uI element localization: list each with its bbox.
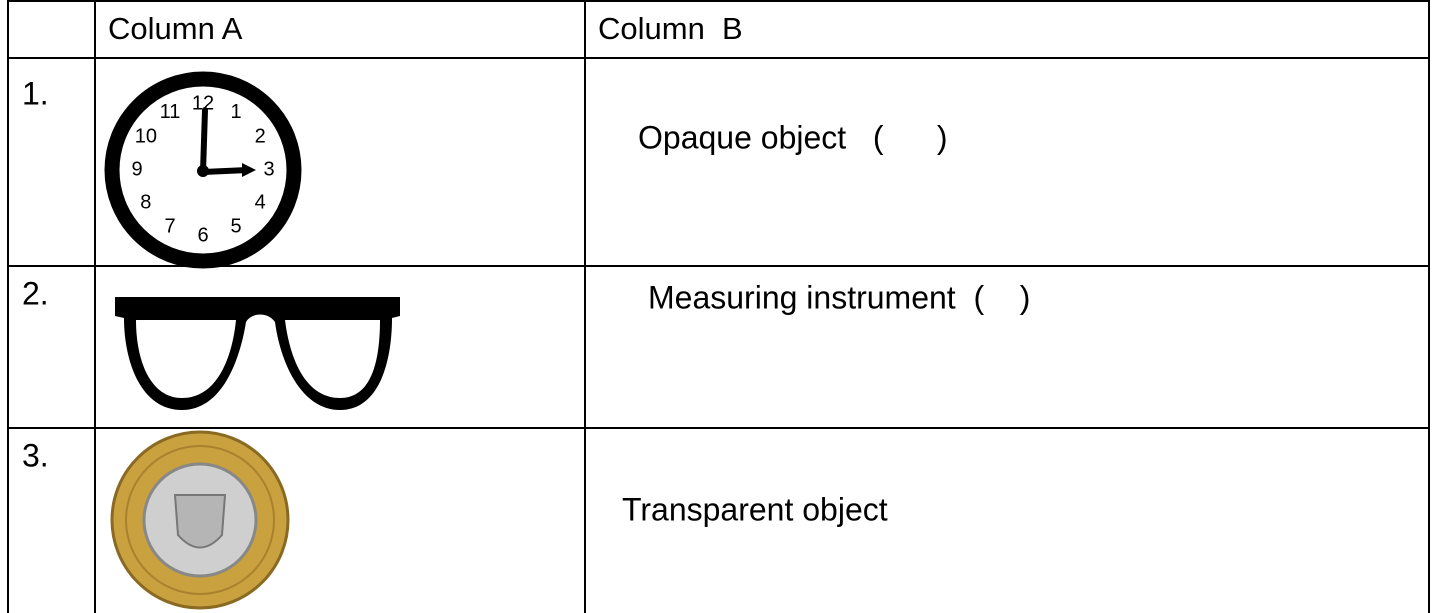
glasses-frame [115,297,400,410]
clock-number: 12 [192,92,214,114]
row-number: 1. [22,75,49,111]
clock-number: 3 [263,158,274,180]
clock-number: 1 [230,101,241,123]
minute-hand [200,107,208,175]
clock-number: 9 [131,158,142,180]
clock-number: 4 [255,191,266,213]
coin-emblem [173,494,227,549]
table-grid [7,0,1430,613]
clock-number: 8 [140,191,151,213]
glasses-icon [115,297,400,410]
clock-number: 2 [255,125,266,147]
clock-number: 5 [230,215,241,237]
coin-ring [125,445,275,595]
clock-pin [197,165,209,177]
header-cell: Column A [108,11,243,46]
clock-number: 11 [160,101,181,123]
header-cell: Column B [598,11,743,46]
row-number: 2. [22,275,49,311]
item-text: Opaque object ( ) [638,119,947,155]
item-text: Measuring instrument ( ) [648,279,1030,315]
clock-number: 10 [135,125,157,147]
row-number: 3. [22,437,49,473]
hour-hand [200,167,251,175]
item-text: Transparent object [622,491,888,527]
hand-tip [242,163,256,177]
clock-number: 6 [197,224,208,246]
coin-icon [110,430,290,610]
clock-number: 7 [164,215,175,237]
